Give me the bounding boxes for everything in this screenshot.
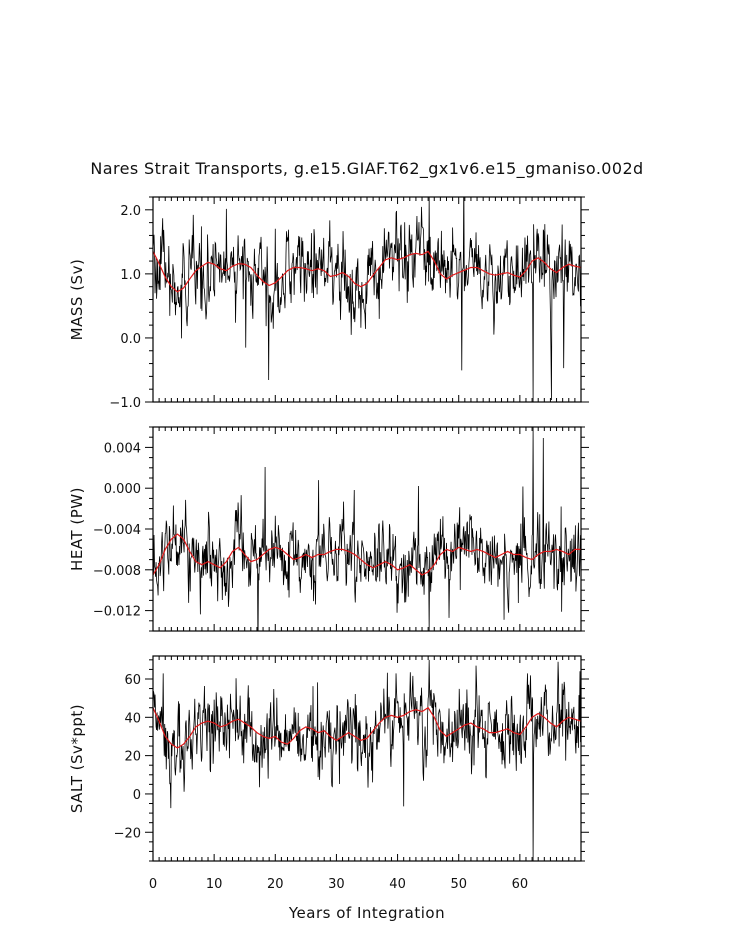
series-line-monthly xyxy=(153,427,581,631)
chart-panel-1: −1.0 0.0 1.0 2.0 MASS (Sv) xyxy=(68,196,589,411)
y-tick-label: −20 xyxy=(114,826,141,841)
y-tick-label: 0.0 xyxy=(120,332,141,347)
series-line-smoothed xyxy=(153,706,581,749)
x-tick-label: 20 xyxy=(267,877,284,892)
plot-frame xyxy=(152,426,582,632)
y-tick-label: 2.0 xyxy=(120,204,141,219)
y-axis-label: MASS (Sv) xyxy=(68,259,86,341)
x-tick-label: 40 xyxy=(389,877,406,892)
y-tick-label: −0.004 xyxy=(93,523,141,538)
y-tick-label: 20 xyxy=(124,750,141,765)
series-line-smoothed xyxy=(153,250,581,293)
x-tick-label: 30 xyxy=(328,877,345,892)
series-line-smoothed xyxy=(153,533,581,576)
y-tick-label: 0.000 xyxy=(104,482,141,497)
x-tick-label: 50 xyxy=(450,877,467,892)
y-tick-label: 1.0 xyxy=(120,268,141,283)
y-tick-label: −1.0 xyxy=(109,396,141,411)
y-tick-label: 0 xyxy=(133,788,141,803)
series-line-monthly xyxy=(153,197,581,402)
chart-panel-2: −0.012 −0.008 −0.004 0.000 0.004 HEAT (PW) xyxy=(68,426,589,632)
chart-title: Nares Strait Transports, g.e15.GIAF.T62_… xyxy=(90,159,643,179)
y-tick-label: 40 xyxy=(124,711,141,726)
x-tick-label: 0 xyxy=(149,877,157,892)
y-tick-label: 0.004 xyxy=(104,441,141,456)
y-axis-label: HEAT (PW) xyxy=(68,487,86,571)
x-tick-label: 10 xyxy=(206,877,223,892)
y-tick-label: −0.012 xyxy=(93,605,141,620)
series-line-monthly xyxy=(153,659,581,861)
y-tick-label: −0.008 xyxy=(93,564,141,579)
chart-panel-3: −20 0 20 40 60 0 10 20 30 40 50 60 SALT (Sv*ppt) Year… xyxy=(68,655,589,922)
x-tick-label: 60 xyxy=(512,877,529,892)
y-axis-label: SALT (Sv*ppt) xyxy=(68,704,86,813)
y-tick-label: 60 xyxy=(124,673,141,688)
x-axis-label: Years of Integration xyxy=(288,904,445,922)
